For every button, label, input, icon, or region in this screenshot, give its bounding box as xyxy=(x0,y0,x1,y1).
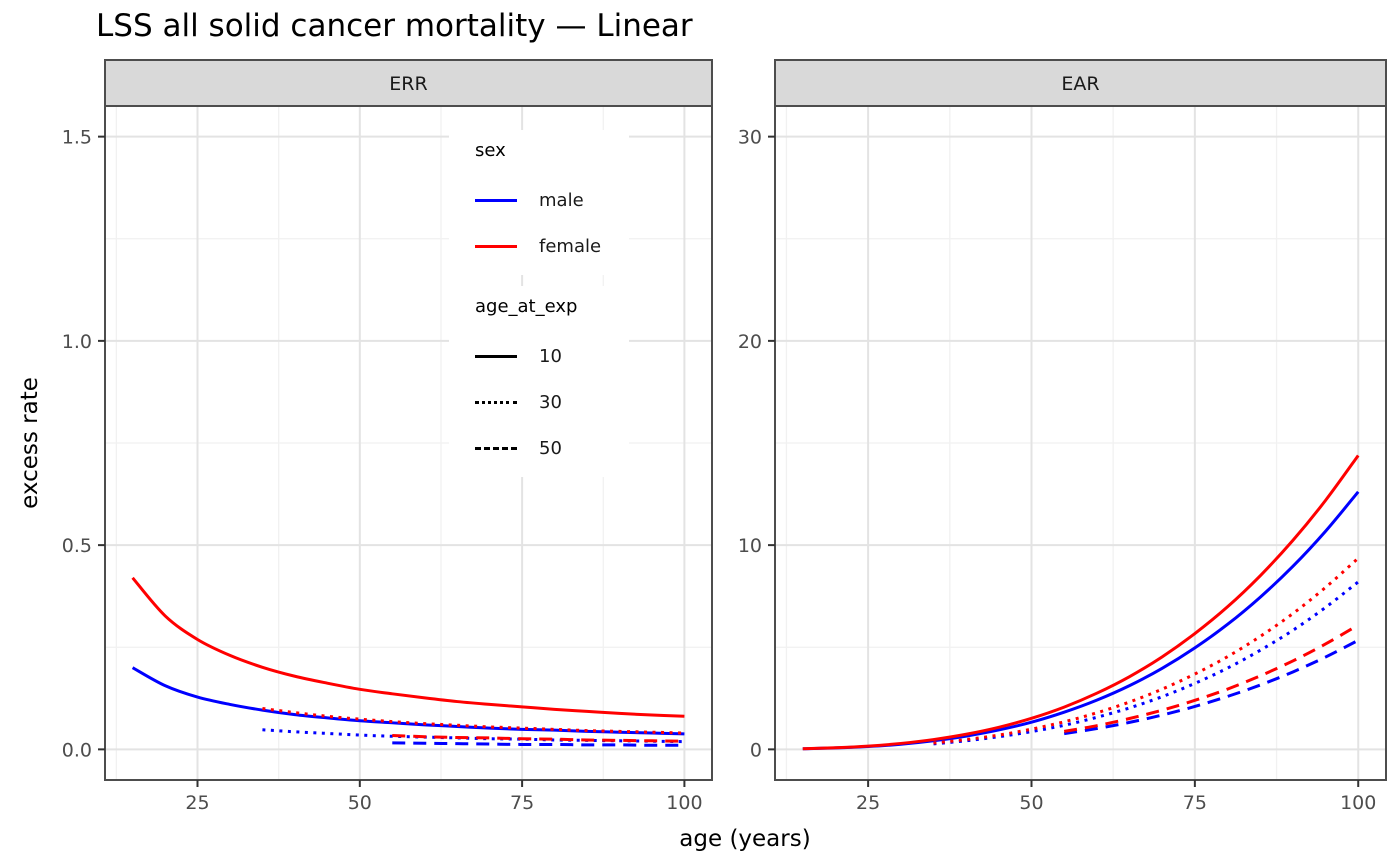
legend-sex: sex male female xyxy=(449,130,629,275)
dotted-line-key-icon xyxy=(475,400,517,404)
facet-strip-label: EAR xyxy=(1061,73,1099,95)
legend-sex-label: female xyxy=(539,235,602,257)
male-line-key-icon xyxy=(475,198,517,202)
x-tick-label: 25 xyxy=(856,792,880,814)
x-tick-label: 25 xyxy=(185,792,209,814)
series-line-ear-female_exp50 xyxy=(1063,623,1359,733)
series-line-ear-male_exp30 xyxy=(933,580,1360,746)
facet-panel-EAR: EAR 25 50 75 100 0 10 20 30 xyxy=(738,59,1387,814)
legend-age-item: 10 xyxy=(475,333,629,379)
y-tick-label: 0.5 xyxy=(62,535,92,557)
facet-strip xyxy=(774,59,1387,107)
legend-sex-label: male xyxy=(539,189,584,211)
series-line-ear-female_exp30 xyxy=(933,557,1360,745)
legend-age-at-exp: age_at_exp 10 30 50 xyxy=(449,286,629,477)
legend-age-label: 10 xyxy=(539,345,562,367)
y-tick-label: 1.0 xyxy=(62,331,92,353)
x-tick-label: 75 xyxy=(1183,792,1207,814)
x-tick-label: 100 xyxy=(666,792,702,814)
solid-line-key-icon xyxy=(475,354,517,358)
series-line-err-female_exp10 xyxy=(131,576,685,718)
facet-strip-label: ERR xyxy=(389,73,427,95)
plot-title: LSS all solid cancer mortality — Linear xyxy=(96,8,693,44)
series-line-ear-male_exp50 xyxy=(1063,638,1359,736)
y-tick-label: 1.5 xyxy=(62,127,92,149)
y-axis-title: excess rate xyxy=(17,377,43,509)
x-tick-label: 50 xyxy=(1019,792,1043,814)
legend-sex-item: male xyxy=(475,177,629,223)
y-tick-label: 0.0 xyxy=(62,739,92,761)
series-line-err-female_exp30 xyxy=(262,707,685,735)
series-line-err-male_exp50 xyxy=(392,741,685,747)
y-tick-label: 30 xyxy=(738,127,762,149)
x-tick-label: 50 xyxy=(348,792,372,814)
y-tick-label: 0 xyxy=(750,739,762,761)
y-tick-label: 10 xyxy=(738,535,762,557)
x-tick-label: 75 xyxy=(510,792,534,814)
legend-age-title: age_at_exp xyxy=(475,296,578,317)
dashed-line-key-icon xyxy=(475,446,517,450)
legend-age-label: 50 xyxy=(539,437,562,459)
x-axis-title: age (years) xyxy=(679,826,811,852)
x-tick-label: 100 xyxy=(1340,792,1376,814)
legend-age-label: 30 xyxy=(539,391,562,413)
y-tick-label: 20 xyxy=(738,331,762,353)
series-line-ear-female_exp10 xyxy=(802,454,1360,751)
legend-sex-item: female xyxy=(475,223,629,269)
series-line-err-female_exp50 xyxy=(392,733,685,743)
facet-strip xyxy=(104,59,713,107)
female-line-key-icon xyxy=(475,244,517,248)
legend-age-item: 30 xyxy=(475,379,629,425)
legend-age-item: 50 xyxy=(475,425,629,471)
legend-sex-title: sex xyxy=(475,140,506,161)
